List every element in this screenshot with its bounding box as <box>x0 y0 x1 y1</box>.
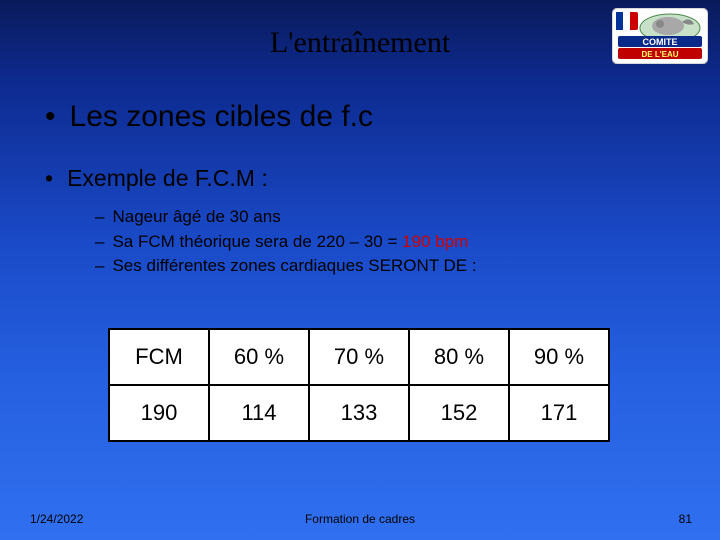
sub-bullet-text: Ses différentes zones cardiaques <box>112 256 368 275</box>
table-header-row: FCM 60 % 70 % 80 % 90 % <box>109 329 609 385</box>
sub-bullet-text: Sa FCM théorique sera de 220 – 30 = <box>112 232 402 251</box>
table-data-row: 190 114 133 152 171 <box>109 385 609 441</box>
table-header-cell: FCM <box>109 329 209 385</box>
table-cell: 133 <box>309 385 409 441</box>
sub-bullet-text: Nageur âgé de 30 ans <box>112 207 280 226</box>
bullet-main: • Les zones cibles de f.c <box>45 100 373 134</box>
bullet-dot-icon: • <box>45 165 53 191</box>
highlighted-value: 190 bpm <box>402 232 468 251</box>
table-header-cell: 90 % <box>509 329 609 385</box>
sub-bullet-list: –Nageur âgé de 30 ans –Sa FCM théorique … <box>95 205 477 279</box>
sub-bullet-item: –Nageur âgé de 30 ans <box>95 205 477 230</box>
table-cell: 171 <box>509 385 609 441</box>
smallcaps-text: SERONT DE : <box>368 256 476 275</box>
dash-icon: – <box>95 256 104 275</box>
sub-bullet-item: –Sa FCM théorique sera de 220 – 30 = 190… <box>95 230 477 255</box>
slide-title: L'entraînement <box>0 26 720 60</box>
table-cell: 152 <box>409 385 509 441</box>
bullet-dot-icon: • <box>45 100 56 133</box>
table-header-cell: 70 % <box>309 329 409 385</box>
bullet-sub-text: Exemple de F.C.M : <box>67 165 268 191</box>
sub-bullet-item: –Ses différentes zones cardiaques SERONT… <box>95 254 477 279</box>
bullet-main-text: Les zones cibles de f.c <box>70 100 374 133</box>
dash-icon: – <box>95 232 104 251</box>
bullet-sub: • Exemple de F.C.M : <box>45 165 268 192</box>
footer-page-number: 81 <box>679 512 692 526</box>
table-header-cell: 60 % <box>209 329 309 385</box>
dash-icon: – <box>95 207 104 226</box>
fcm-table: FCM 60 % 70 % 80 % 90 % 190 114 133 152 … <box>108 328 610 442</box>
table-cell: 190 <box>109 385 209 441</box>
table-header-cell: 80 % <box>409 329 509 385</box>
table-cell: 114 <box>209 385 309 441</box>
footer-center-text: Formation de cadres <box>0 512 720 526</box>
